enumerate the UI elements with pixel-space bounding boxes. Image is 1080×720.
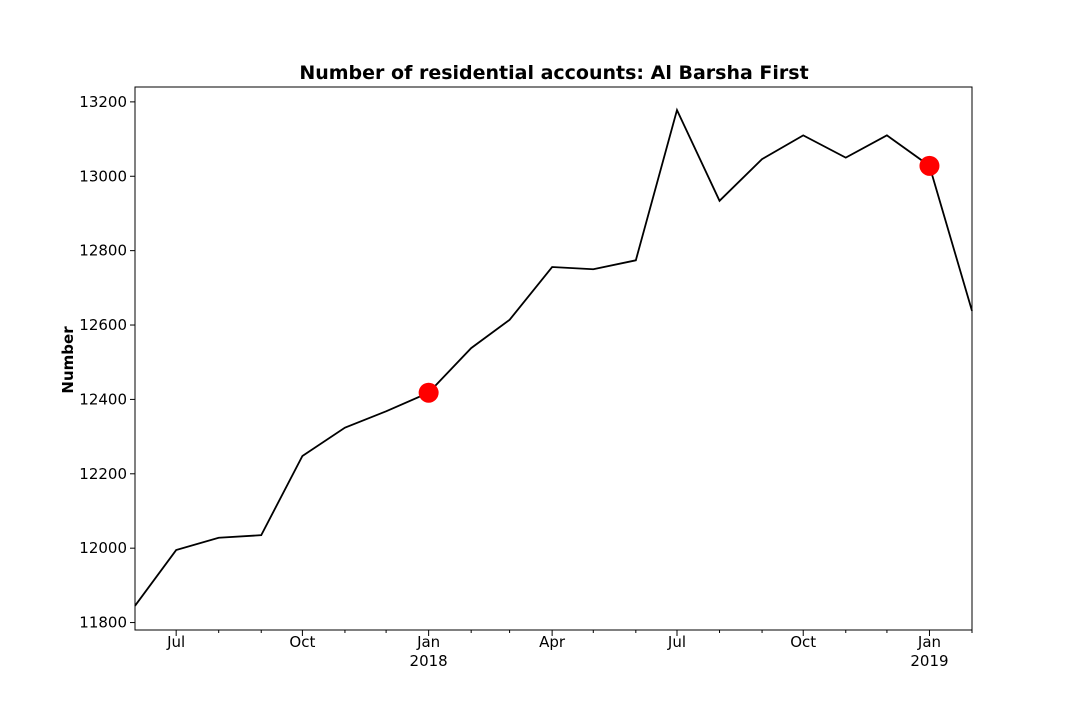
y-tick-label: 11800 — [79, 614, 127, 632]
x-tick-label: Jul — [667, 633, 686, 651]
x-tick-year-label: 2018 — [410, 652, 448, 670]
markers — [418, 155, 940, 403]
y-tick-label: 13000 — [79, 167, 127, 185]
x-tick-year-label: 2019 — [910, 652, 948, 670]
y-tick-label: 12400 — [79, 390, 127, 408]
plot-area — [134, 107, 973, 607]
y-axis: 11800 12000 12200 12400 12600 12800 13000 13200 — [79, 93, 135, 632]
series-line — [134, 107, 973, 607]
x-tick-label: Jan — [416, 633, 440, 651]
highlight-marker — [418, 382, 439, 403]
y-tick-label: 12800 — [79, 242, 127, 260]
highlight-marker — [919, 155, 940, 176]
y-tick-label: 12200 — [79, 465, 127, 483]
chart-title: Number of residential accounts: Al Barsh… — [299, 62, 808, 84]
y-tick-label: 13200 — [79, 93, 127, 111]
x-tick-label: Apr — [539, 633, 566, 651]
x-tick-label: Jul — [166, 633, 185, 651]
x-tick-label: Oct — [790, 633, 816, 651]
x-tick-label: Jan — [917, 633, 941, 651]
y-tick-label: 12600 — [79, 316, 127, 334]
y-axis-title: Number — [59, 326, 77, 394]
x-tick-label: Oct — [289, 633, 315, 651]
plot-frame — [134, 86, 973, 631]
y-tick-label: 12000 — [79, 539, 127, 557]
